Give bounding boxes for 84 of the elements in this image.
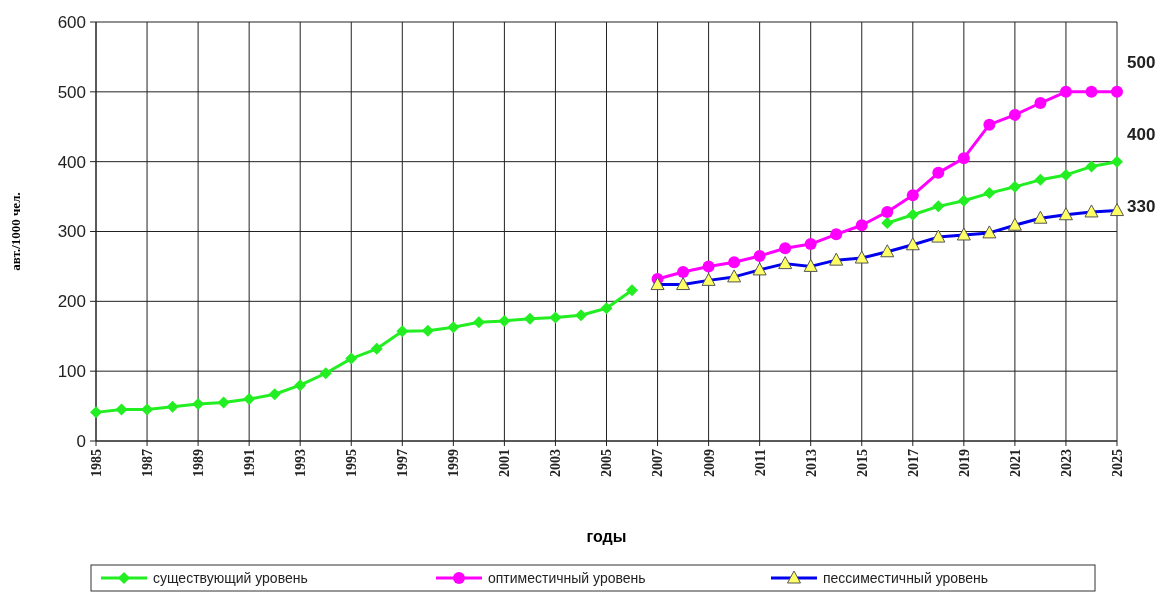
x-tick-label: 1993 — [293, 449, 309, 477]
point — [574, 309, 587, 322]
x-tick-label: 1989 — [191, 449, 206, 477]
y-tick-label: 600 — [57, 12, 86, 32]
point — [447, 321, 460, 334]
point — [1111, 155, 1123, 168]
point — [600, 302, 613, 315]
x-tick-label: 2001 — [497, 449, 513, 477]
point — [268, 388, 281, 401]
x-tick-label: 2021 — [1007, 449, 1023, 477]
point — [472, 316, 485, 329]
y-tick-label: 100 — [57, 362, 86, 382]
y-tick-label: 0 — [76, 431, 86, 451]
x-tick-label: 1987 — [139, 449, 155, 477]
point — [830, 228, 843, 241]
x-tick-label: 2023 — [1058, 449, 1074, 477]
point — [396, 325, 409, 338]
x-tick-label: 2015 — [854, 449, 870, 477]
x-tick-label: 2003 — [548, 449, 564, 477]
point — [804, 238, 817, 251]
point — [983, 118, 996, 131]
point — [294, 379, 307, 392]
point — [217, 396, 230, 409]
x-tick-label: 1997 — [395, 449, 411, 477]
legend-label: пессиместичный уровень — [823, 569, 989, 586]
point — [1085, 85, 1098, 98]
x-tick-label: 1991 — [242, 449, 258, 477]
x-tick-label: 1999 — [446, 449, 462, 477]
x-tick-label: 2019 — [956, 449, 972, 477]
point — [166, 400, 179, 413]
x-tick-label: 1985 — [88, 449, 104, 477]
point — [983, 187, 996, 200]
point — [1085, 160, 1098, 173]
point — [90, 406, 102, 419]
point — [881, 205, 894, 218]
x-tick-label: 2009 — [701, 449, 717, 477]
point — [141, 403, 154, 416]
point — [753, 249, 766, 262]
point — [957, 152, 970, 165]
x-axis-title: годы — [586, 528, 627, 545]
point — [728, 256, 741, 269]
legend-label: оптиместичный уровень — [488, 569, 646, 586]
x-tick-label: 2025 — [1109, 449, 1125, 477]
point — [243, 393, 256, 406]
x-tick-label: 2005 — [599, 449, 615, 477]
y-tick-label: 500 — [57, 82, 86, 102]
point — [1008, 180, 1021, 193]
y-tick-label: 200 — [57, 292, 86, 312]
x-tick-label: 2011 — [752, 449, 768, 477]
point — [549, 311, 562, 324]
point — [1111, 85, 1123, 98]
point — [370, 342, 383, 355]
point — [881, 217, 894, 230]
point — [1059, 168, 1072, 181]
point — [906, 208, 919, 221]
point — [498, 314, 511, 327]
text: 400 — [1127, 124, 1156, 144]
point — [523, 312, 536, 325]
point — [319, 367, 332, 380]
x-tick-label: 2013 — [803, 449, 819, 477]
point — [1008, 108, 1021, 121]
text: 500 — [1127, 52, 1156, 72]
point — [932, 200, 945, 213]
point — [345, 352, 358, 365]
x-tick-label: 2007 — [650, 449, 666, 477]
point — [1034, 97, 1047, 110]
point — [1034, 173, 1047, 186]
x-tick-label: 2017 — [905, 449, 921, 477]
y-tick-label: 300 — [57, 222, 86, 242]
point — [677, 266, 690, 278]
point — [779, 242, 792, 255]
point — [421, 324, 434, 337]
point — [626, 284, 639, 297]
point — [906, 189, 919, 202]
point — [855, 219, 868, 232]
point — [702, 260, 715, 273]
point — [1059, 85, 1072, 98]
legend-label: существующий уровень — [153, 569, 308, 586]
point — [957, 194, 970, 207]
x-tick-label: 1995 — [344, 449, 360, 477]
text: 330 — [1127, 196, 1156, 216]
y-axis-title: авт./1000 чел. — [8, 192, 23, 271]
point — [932, 166, 945, 179]
y-tick-label: 400 — [57, 152, 86, 172]
